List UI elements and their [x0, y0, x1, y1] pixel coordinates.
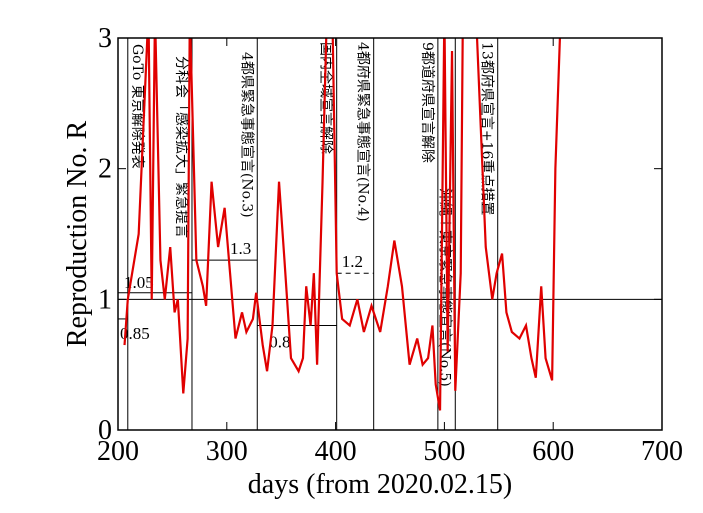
- event-label: 4都県緊急事態宣言(No.3): [238, 52, 254, 218]
- event-label: 分科会「感染拡大」緊急提言: [173, 56, 190, 238]
- data-line: [123, 38, 562, 411]
- x-tick-label: 600: [532, 436, 574, 467]
- plot-area: [123, 38, 562, 411]
- x-tick-label: 700: [641, 436, 683, 467]
- x-axis-label: days (from 2020.02.15): [248, 469, 512, 500]
- level-label: 1.3: [230, 239, 251, 258]
- event-label: 9都道府県宣言解除: [419, 42, 435, 163]
- x-tick-label: 200: [97, 436, 139, 467]
- event-label: 4都府県緊急事態宣言(No.4): [355, 42, 371, 222]
- y-tick-label: 3: [98, 23, 112, 54]
- level-label: 1.2: [342, 252, 363, 271]
- y-tick-label: 2: [98, 154, 112, 185]
- y-tick-label: 1: [98, 284, 112, 315]
- y-axis-label: Reproduction No. R: [62, 121, 93, 348]
- plot-frame: [117, 37, 663, 431]
- level-label: 0.8: [269, 332, 290, 351]
- level-label: 0.85: [120, 324, 150, 343]
- event-label: GoTo 東京解除発表: [129, 44, 145, 169]
- x-tick-label: 500: [423, 436, 465, 467]
- x-tick-label: 400: [315, 436, 357, 467]
- y-tick-label: 0: [98, 415, 112, 446]
- x-tick-label: 300: [206, 436, 248, 467]
- event-label: 国内全域宣言解除: [318, 42, 335, 154]
